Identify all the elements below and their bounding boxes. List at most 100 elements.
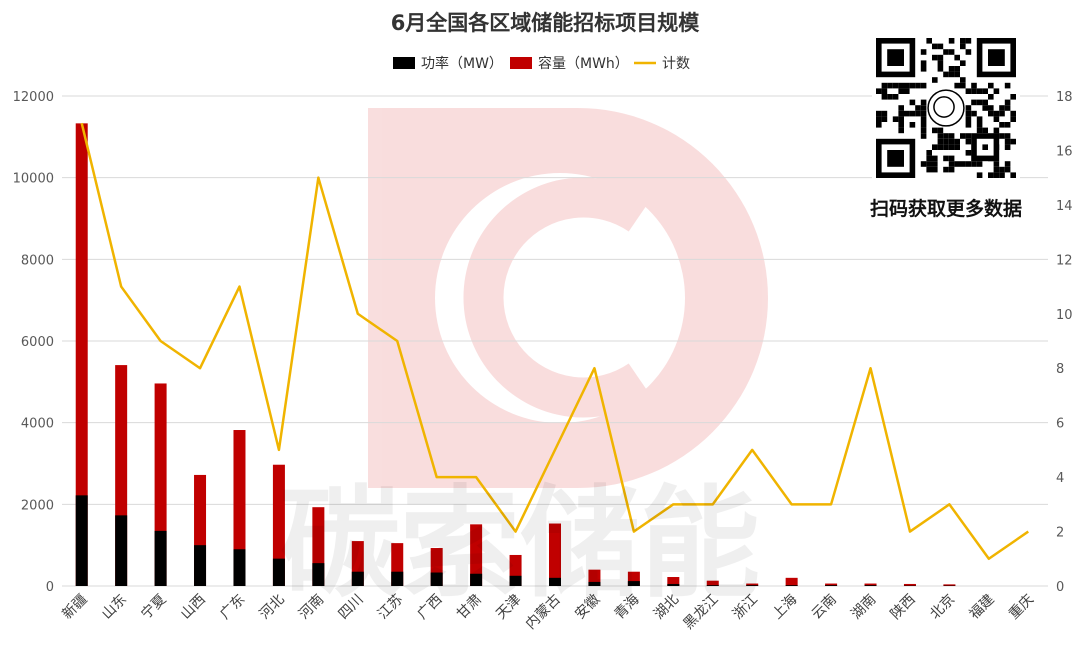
qr-module (932, 54, 938, 61)
qr-module (999, 105, 1005, 111)
bar-power (115, 515, 128, 586)
qr-module (1004, 133, 1011, 139)
bar-power (785, 585, 798, 586)
qr-module (993, 88, 1000, 94)
qr-module (932, 155, 938, 162)
qr-module (976, 172, 983, 178)
qr-module (937, 138, 944, 145)
bar-power (588, 581, 601, 586)
qr-module (954, 138, 960, 145)
qr-module (943, 138, 949, 145)
qr-module (915, 82, 921, 89)
qr-module (920, 60, 927, 66)
x-tick-label: 上海 (769, 592, 800, 623)
qr-module (971, 99, 977, 106)
qr-module (926, 150, 932, 156)
y-tick-label-right: 16 (1056, 144, 1073, 159)
x-tick-label: 山东 (99, 592, 130, 623)
bar-power (351, 571, 364, 586)
qr-module (915, 110, 921, 117)
qr-module (1010, 110, 1016, 117)
qr-module (993, 166, 1000, 173)
qr-module (920, 99, 927, 106)
y-tick-label-right: 10 (1056, 308, 1073, 323)
qr-module (1004, 161, 1011, 167)
bar-power (430, 572, 443, 586)
qr-module (948, 166, 955, 173)
qr-module (948, 155, 955, 162)
y-tick-label-left: 6000 (21, 335, 54, 350)
bar-capacity (864, 583, 877, 586)
qr-module (920, 49, 927, 55)
qr-module (881, 116, 888, 122)
qr-module (898, 127, 904, 134)
qr-module (920, 161, 927, 167)
qr-module (954, 54, 960, 61)
qr-module (1004, 138, 1011, 145)
qr-module (1004, 122, 1011, 128)
bar-capacity (233, 430, 246, 586)
qr-module (932, 77, 938, 83)
y-tick-label-left: 10000 (13, 172, 54, 187)
qr-finder (887, 150, 904, 167)
bar-power (233, 549, 246, 586)
qr-module (1010, 138, 1016, 145)
y-tick-label-right: 8 (1056, 362, 1064, 377)
qr-module (881, 110, 888, 117)
qr-module (898, 88, 904, 94)
chart-title: 6月全国各区域储能招标项目规模 (391, 11, 701, 35)
legend-label-power: 功率（MW） (421, 55, 503, 72)
legend-swatch-power (393, 57, 415, 69)
qr-module (909, 110, 916, 117)
qr-module (1004, 105, 1011, 111)
qr-module (954, 71, 960, 78)
qr-module (904, 82, 910, 89)
qr-module (965, 88, 972, 94)
qr-module (960, 43, 966, 50)
y-tick-label-left: 12000 (13, 90, 54, 105)
qr-module (1010, 116, 1016, 122)
qr-module (920, 110, 927, 117)
qr-module (960, 82, 966, 89)
qr-module (960, 133, 966, 139)
qr-module (960, 161, 966, 167)
qr-module (993, 172, 1000, 178)
qr-module (999, 133, 1005, 139)
qr-module (971, 82, 977, 89)
qr-module (937, 43, 944, 50)
x-tick-label: 陕西 (888, 592, 919, 623)
qr-module (926, 38, 932, 44)
qr-module (965, 161, 972, 167)
qr-module (954, 161, 960, 167)
qr-module (920, 122, 927, 128)
qr-module (965, 122, 972, 128)
qr-module (982, 88, 988, 94)
qr-module (976, 99, 983, 106)
qr-module (892, 94, 899, 100)
qr-module (881, 88, 888, 94)
qr-module (976, 127, 983, 134)
qr-module (937, 144, 944, 150)
y-tick-label-right: 2 (1056, 526, 1064, 541)
qr-module (965, 38, 972, 44)
qr-module (898, 116, 904, 122)
qr-module (926, 161, 932, 167)
bar-capacity (470, 524, 483, 586)
qr-module (1004, 144, 1011, 150)
qr-module (993, 127, 1000, 134)
qr-module (887, 82, 893, 89)
qr-code-icon[interactable] (872, 34, 1020, 182)
qr-module (909, 99, 916, 106)
qr-module (948, 138, 955, 145)
qr-module (965, 116, 972, 122)
legend-label-count: 计数 (662, 56, 690, 72)
bar-power (470, 573, 483, 586)
bar-power (391, 571, 404, 586)
qr-module (1004, 166, 1011, 173)
watermark-logo (368, 108, 768, 488)
qr-module (1010, 94, 1016, 100)
qr-module (988, 110, 994, 117)
qr-module (943, 49, 949, 55)
qr-module (937, 66, 944, 72)
